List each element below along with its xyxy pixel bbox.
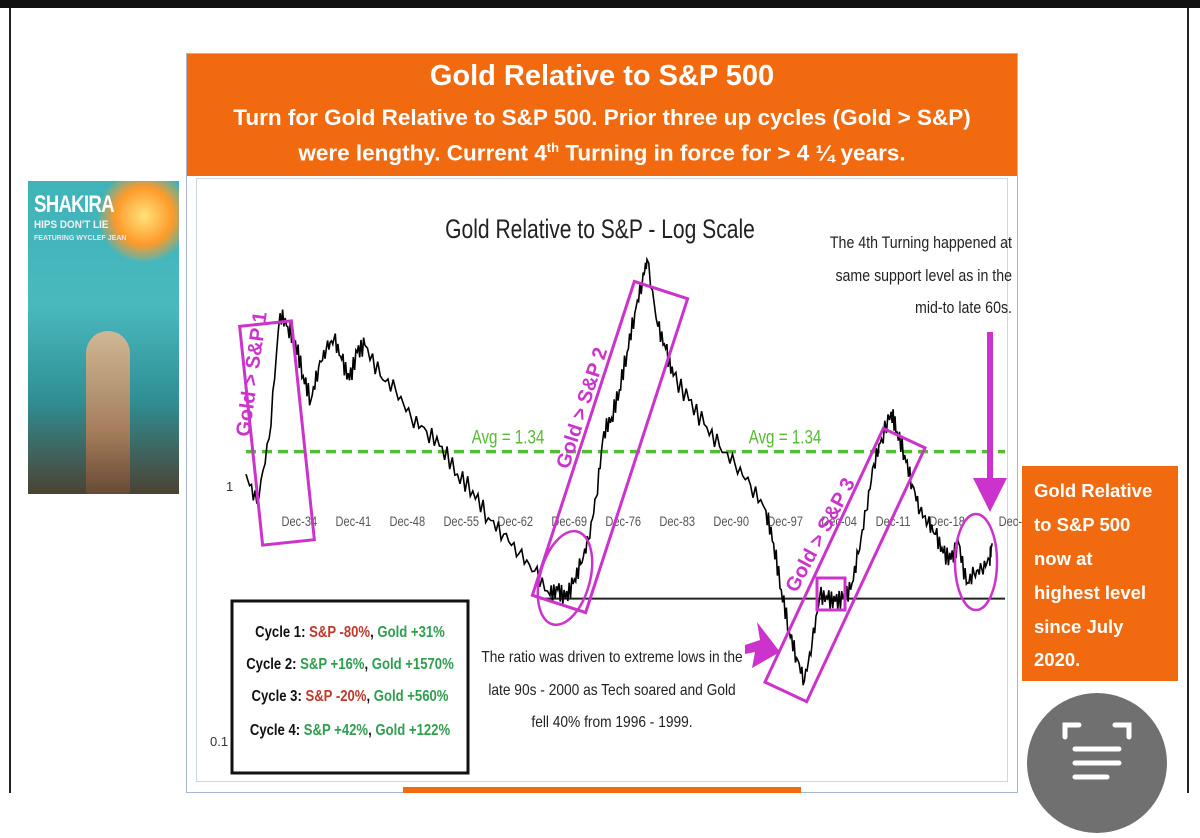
- x-tick-label: Dec-97: [767, 514, 803, 529]
- slide-bottom-strip: [403, 787, 801, 793]
- y-tick-label: 0.1: [210, 734, 228, 749]
- cycle3-highlight-box: [762, 426, 928, 704]
- sixties-low-circle: [536, 529, 594, 627]
- y-tick-label: 1: [226, 479, 233, 494]
- gold-sp-ratio-line: [245, 256, 993, 686]
- callout-line: now at: [1034, 548, 1093, 569]
- x-tick-label: Dec-76: [605, 514, 641, 529]
- chart-title: Gold Relative to S&P - Log Scale: [445, 215, 755, 245]
- banner-subtitle-line2: were lengthy. Current 4th Turning in for…: [187, 140, 1017, 167]
- x-tick-label: Dec-90: [713, 514, 749, 529]
- annotation-line: late 90s - 2000 as Tech soared and Gold: [488, 681, 735, 699]
- right-border: [1187, 8, 1189, 793]
- thumbnail-subtitle: HIPS DON'T LIE: [34, 219, 109, 231]
- average-label: Avg = 1.34: [749, 426, 822, 448]
- banner-title: Gold Relative to S&P 500: [429, 60, 775, 92]
- performer-figure: [86, 331, 130, 494]
- slide-banner: Gold Relative to S&P 500 Turn for Gold R…: [187, 54, 1017, 176]
- cycle2-highlight-box: [530, 279, 690, 615]
- x-tick-label: Dec-18: [929, 514, 965, 529]
- x-tick-label: Dec-41: [335, 514, 371, 529]
- callout-line: highest level: [1034, 582, 1147, 603]
- x-tick-label: Dec-62: [497, 514, 533, 529]
- banner-subtitle-line1: Turn for Gold Relative to S&P 500. Prior…: [233, 105, 971, 130]
- scan-text-icon: [1062, 722, 1132, 780]
- thumbnail-title: SHAKIRA: [34, 191, 115, 218]
- fire-glow: [99, 181, 179, 261]
- cycle1-highlight-box: [237, 319, 317, 547]
- callout-line: since July: [1034, 616, 1124, 637]
- x-tick-label: Dec-83: [659, 514, 695, 529]
- left-border: [9, 8, 11, 793]
- window-top-edge: [0, 0, 1200, 8]
- banner-subtitle-text: were lengthy. Current 4: [298, 140, 547, 166]
- banner-subtitle-sup: th: [546, 140, 560, 155]
- annotation-line: The 4th Turning happened at: [830, 234, 1013, 252]
- chart-svg: Gold Relative to S&P - Log Scale 1 0.1 De…: [210, 215, 1034, 775]
- cycle-summary-row: Cycle 4: S&P +42%, Gold +122%: [250, 722, 450, 739]
- annotation-line: fell 40% from 1996 - 1999.: [531, 713, 692, 731]
- annotation-line: mid-to late 60s.: [915, 299, 1012, 317]
- banner-subtitle-text-end: Turning in force for > 4 ¼ years.: [559, 140, 906, 166]
- thumbnail-credit: FEATURING WYCLEF JEAN: [34, 235, 127, 242]
- callout-line: to S&P 500: [1034, 514, 1131, 535]
- x-tick-label: Dec-48: [389, 514, 425, 529]
- callout-line: Gold Relative: [1034, 480, 1153, 501]
- annotation-line: The ratio was driven to extreme lows in …: [481, 648, 742, 666]
- cycle-summary-row: Cycle 2: S&P +16%, Gold +1570%: [246, 656, 454, 673]
- average-label: Avg = 1.34: [472, 426, 545, 448]
- cycle-summary-box: [230, 599, 470, 775]
- support-zone-box: [815, 576, 847, 612]
- annotation-line: same support level as in the: [835, 267, 1012, 285]
- album-thumbnail[interactable]: SHAKIRA HIPS DON'T LIE FEATURING WYCLEF …: [28, 181, 179, 494]
- x-tick-label: Dec-69: [551, 514, 587, 529]
- x-tick-label: Dec-34: [282, 514, 318, 529]
- current-level-circle: [953, 512, 999, 612]
- callout-box: Gold Relative to S&P 500 now at highest …: [1022, 466, 1178, 681]
- arrow-right-icon: [745, 622, 780, 668]
- x-tick-label: Dec-11: [876, 514, 911, 529]
- scan-text-button[interactable]: [1027, 693, 1167, 833]
- cycle-summary-row: Cycle 3: S&P -20%, Gold +560%: [252, 688, 449, 705]
- x-tick-label: Dec-55: [443, 514, 479, 529]
- arrow-down-icon: [973, 332, 1007, 512]
- callout-line: 2020.: [1034, 649, 1081, 670]
- cycle-label: Gold > S&P 1: [232, 310, 271, 438]
- cycle-summary-row: Cycle 1: S&P -80%, Gold +31%: [255, 624, 445, 641]
